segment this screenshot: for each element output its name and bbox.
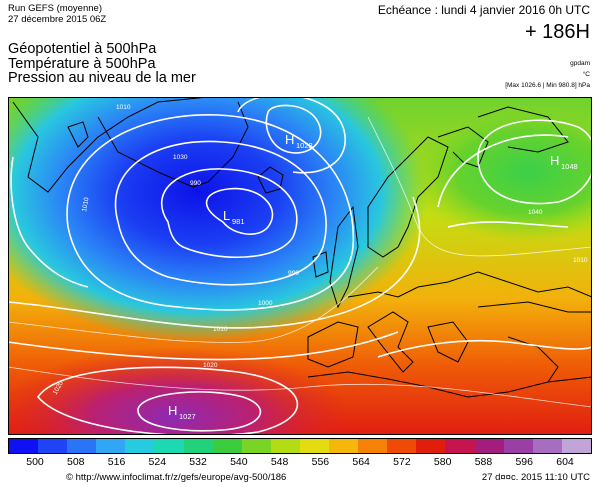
isobar-label: 1010	[213, 326, 228, 333]
color-swatch	[299, 439, 330, 453]
color-swatch	[241, 439, 271, 453]
color-swatch	[96, 439, 126, 453]
high-center: H 1028	[285, 132, 313, 150]
color-swatch	[329, 439, 359, 453]
color-swatch	[212, 439, 242, 453]
forecast-time: Echéance : lundi 4 janvier 2016 0h UTC +…	[378, 3, 590, 44]
color-swatch	[561, 439, 591, 453]
scale-tick-label: 556	[311, 456, 330, 468]
pressure-range: [Max 1026.6 | Min 980.8] hPa	[505, 82, 590, 89]
lead-time: + 186H	[524, 21, 590, 43]
scale-tick-label: 572	[393, 456, 411, 468]
isobar-label: 990	[190, 180, 201, 187]
run-date: 27 décembre 2015 06Z	[8, 14, 107, 25]
footer: © http://www.infoclimat.fr/z/gefs/europe…	[8, 472, 590, 483]
color-swatch	[416, 439, 446, 453]
forecast-map: 1010 1030 990 1010 990 1000 1010 1020 10…	[8, 97, 592, 435]
svg-text:L: L	[223, 208, 230, 223]
scale-tick-label: 564	[352, 456, 370, 468]
isobar-label: 990	[288, 270, 299, 277]
isobar-label: 1010	[573, 257, 588, 264]
scale-tick-label: 516	[107, 456, 126, 468]
scale-tick-label: 508	[67, 456, 85, 468]
svg-text:1027: 1027	[179, 412, 196, 421]
scale-tick-label: 500	[26, 456, 44, 468]
svg-text:1028: 1028	[296, 141, 313, 150]
color-swatch	[474, 439, 504, 453]
generated-timestamp: 27 d¤¤c. 2015 11:10 UTC	[481, 472, 590, 483]
isobar-label: 1040	[528, 209, 543, 216]
low-center: L 981	[223, 208, 245, 226]
color-swatch	[532, 439, 562, 453]
color-swatch	[503, 439, 533, 453]
color-scale	[8, 438, 592, 454]
svg-text:981: 981	[232, 217, 245, 226]
svg-text:H: H	[285, 132, 294, 147]
color-scale-ticks: 500 508 516 524 532 540 548 556 564 572 580 588 596 6…	[8, 456, 592, 470]
color-swatch	[154, 439, 184, 453]
geopotential-lines	[8, 116, 592, 408]
color-swatch	[270, 439, 300, 453]
run-info: Run GEFS (moyenne) 27 décembre 2015 06Z	[8, 3, 106, 25]
source-url: © http://www.infoclimat.fr/z/gefs/europe…	[66, 472, 287, 483]
scale-tick-label: 604	[556, 456, 574, 468]
scale-tick-label: 540	[230, 456, 248, 468]
title-pressure: Pression au niveau de la mer	[8, 70, 196, 86]
scale-tick-label: 588	[474, 456, 493, 468]
color-swatch	[183, 439, 213, 453]
color-swatch	[387, 439, 417, 453]
run-label: Run GEFS (moyenne)	[8, 3, 102, 14]
map-frame	[8, 97, 592, 435]
warm-south	[8, 347, 353, 435]
units-legend: gpdam °C [Max 1026.6 | Min 980.8] hPa	[505, 58, 590, 91]
color-swatch	[358, 439, 388, 453]
scale-tick-label: 532	[189, 456, 207, 468]
unit-temperature: °C	[582, 71, 590, 78]
isobar-label: 1030	[173, 154, 188, 161]
svg-text:1048: 1048	[561, 162, 578, 171]
scale-tick-label: 548	[270, 456, 289, 468]
cool-east	[408, 102, 592, 242]
color-swatch	[125, 439, 155, 453]
echeance-label: Echéance : lundi 4 janvier 2016 0h UTC	[377, 3, 590, 17]
isobar-label: 1010	[116, 104, 131, 111]
pressure-centers: H 1027 H 1048 H 1028 L 981	[168, 132, 578, 421]
isobar-label: 1000	[258, 300, 273, 307]
high-center: H 1048	[550, 153, 578, 171]
isobars	[8, 97, 592, 435]
scale-tick-label: 524	[148, 456, 167, 468]
color-swatch	[9, 439, 39, 453]
unit-geopotential: gpdam	[570, 60, 590, 67]
high-center: H 1027	[168, 403, 196, 421]
scale-tick-label: 580	[433, 456, 452, 468]
svg-text:H: H	[550, 153, 559, 168]
color-swatch	[67, 439, 97, 453]
isobar-label: 1010	[81, 197, 90, 213]
isobar-label: 1020	[203, 362, 218, 369]
color-swatch	[38, 439, 68, 453]
scale-tick-label: 596	[515, 456, 533, 468]
title-geopotential: Géopotentiel à 500hPa	[8, 41, 157, 57]
coastlines	[12, 97, 592, 398]
title-temperature: Température à 500hPa	[8, 55, 156, 72]
map-titles: Géopotentiel à 500hPa Température à 500h…	[8, 42, 196, 86]
svg-text:H: H	[168, 403, 177, 418]
color-swatch	[445, 439, 475, 453]
